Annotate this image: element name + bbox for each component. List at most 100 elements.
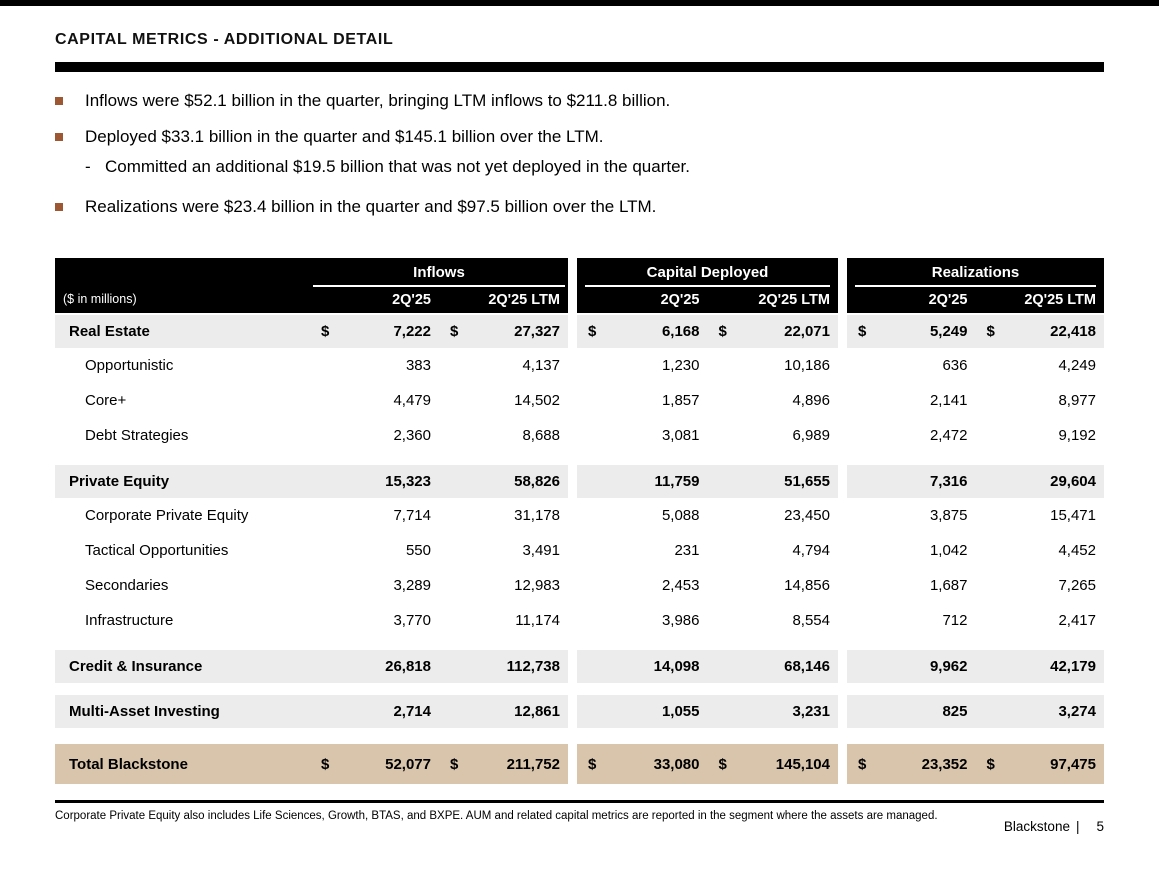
group-title: Realizations [855, 263, 1096, 287]
table-cell: 4,479 [310, 383, 439, 418]
column-header: 2Q'25 LTM [1024, 292, 1096, 308]
cell-value: 6,989 [792, 427, 830, 444]
cell-value: 4,479 [393, 392, 431, 409]
table-cell: 5,088 [577, 498, 708, 533]
cell-value: 3,289 [393, 577, 431, 594]
row-segment: 825 3,274 [847, 695, 1104, 728]
cell-value: 2,472 [929, 427, 968, 444]
bullet-text: Deployed $33.1 billion in the quarter an… [85, 127, 604, 146]
column-gutter [568, 465, 577, 498]
table-row: Credit & Insurance 26,818 112,738 14,098… [55, 650, 1104, 683]
cell-value: 211,752 [506, 755, 560, 773]
cell-value: 8,688 [522, 427, 560, 444]
row-segment: 636 4,249 [847, 348, 1104, 383]
cell-value: 3,986 [661, 612, 700, 629]
cell-value: 42,179 [1050, 658, 1096, 675]
row-segment: $33,080 $145,104 [577, 744, 838, 784]
cell-value: 3,875 [929, 507, 968, 524]
row-segment: Corporate Private Equity 7,714 31,178 [55, 498, 568, 533]
column-header: 2Q'25 LTM [488, 292, 560, 308]
table-cell: 636 [847, 348, 976, 383]
table-row: Infrastructure 3,770 11,174 3,986 8,554 … [55, 603, 1104, 638]
table-cell: 712 [847, 603, 976, 638]
table-cell: 4,249 [976, 348, 1105, 383]
footer-rule [55, 800, 1104, 803]
table-row: Multi-Asset Investing 2,714 12,861 1,055… [55, 695, 1104, 728]
row-segment: 3,875 15,471 [847, 498, 1104, 533]
row-segment: 14,098 68,146 [577, 650, 838, 683]
table-cell: 4,896 [708, 383, 839, 418]
column-gutter [568, 258, 577, 313]
currency-symbol: $ [718, 323, 727, 340]
table-cell: 9,962 [847, 650, 976, 683]
row-segment: Credit & Insurance 26,818 112,738 [55, 650, 568, 683]
column-gutter [838, 498, 847, 533]
brand-separator: | [1075, 819, 1080, 834]
bullet-list: Inflows were $52.1 billion in the quarte… [55, 90, 1065, 232]
row-segment: Secondaries 3,289 12,983 [55, 568, 568, 603]
cell-value: 3,231 [792, 703, 830, 720]
row-label: Core+ [85, 392, 127, 409]
table-cell: 1,687 [847, 568, 976, 603]
group-columns: 2Q'25 2Q'25 LTM [847, 287, 1104, 313]
table-cell: 2,453 [577, 568, 708, 603]
row-segment: 9,962 42,179 [847, 650, 1104, 683]
table-cell: 3,081 [577, 418, 708, 453]
cell-value: 68,146 [784, 658, 830, 675]
column-header: 2Q'25 LTM [758, 292, 830, 308]
group-title: Capital Deployed [585, 263, 830, 287]
cell-value: 3,274 [1058, 703, 1096, 720]
table-cell: 51,655 [708, 465, 839, 498]
cell-value: 2,453 [661, 577, 700, 594]
row-label: Credit & Insurance [69, 658, 203, 675]
table-row: Secondaries 3,289 12,983 2,453 14,856 1,… [55, 568, 1104, 603]
cell-value: 4,794 [792, 542, 830, 559]
cell-value: 23,352 [921, 755, 968, 773]
table-row: Total Blackstone $52,077 $211,752 $33,08… [55, 744, 1104, 784]
cell-value: 2,417 [1058, 612, 1096, 629]
table-cell: 11,759 [577, 465, 708, 498]
table-cell: 825 [847, 695, 976, 728]
bullet-text: Inflows were $52.1 billion in the quarte… [85, 91, 671, 110]
header-block-realizations: Realizations 2Q'25 2Q'25 LTM [847, 258, 1104, 313]
cell-value: 636 [942, 357, 968, 374]
cell-value: 51,655 [784, 473, 830, 490]
row-label: Tactical Opportunities [85, 542, 229, 559]
group-columns: 2Q'25 2Q'25 LTM [577, 287, 838, 313]
column-gutter [568, 383, 577, 418]
bullet-square-icon [55, 133, 63, 141]
table-cell: 383 [310, 348, 439, 383]
currency-symbol: $ [588, 323, 597, 340]
cell-value: 4,249 [1058, 357, 1096, 374]
currency-symbol: $ [858, 755, 867, 773]
column-gutter [838, 744, 847, 784]
column-gutter [568, 348, 577, 383]
table-cell: 8,977 [976, 383, 1105, 418]
group-header: Realizations 2Q'25 2Q'25 LTM [847, 258, 1104, 313]
units-label: ($ in millions) [63, 292, 137, 306]
table-cell: $5,249 [847, 315, 976, 348]
table-cell: 3,289 [310, 568, 439, 603]
cell-value: 4,452 [1058, 542, 1096, 559]
row-segment: 2,472 9,192 [847, 418, 1104, 453]
cell-value: 7,316 [929, 473, 968, 490]
cell-value: 12,983 [514, 577, 560, 594]
table-cell: 15,471 [976, 498, 1105, 533]
cell-value: 26,818 [385, 658, 431, 675]
table-cell: 7,714 [310, 498, 439, 533]
table-cell: 8,554 [708, 603, 839, 638]
row-label: Opportunistic [85, 357, 174, 374]
row-label: Total Blackstone [69, 755, 188, 773]
cell-value: 15,471 [1050, 507, 1096, 524]
cell-value: 550 [405, 542, 431, 559]
table-cell: 2,472 [847, 418, 976, 453]
table-row: Core+ 4,479 14,502 1,857 4,896 2,141 8,9… [55, 383, 1104, 418]
table-cell: $22,418 [976, 315, 1105, 348]
row-segment: 712 2,417 [847, 603, 1104, 638]
column-header: 2Q'25 [392, 292, 431, 308]
row-segment: 2,141 8,977 [847, 383, 1104, 418]
column-gutter [838, 383, 847, 418]
cell-value: 231 [674, 542, 700, 559]
cell-value: 22,071 [784, 323, 830, 340]
row-segment: 1,230 10,186 [577, 348, 838, 383]
